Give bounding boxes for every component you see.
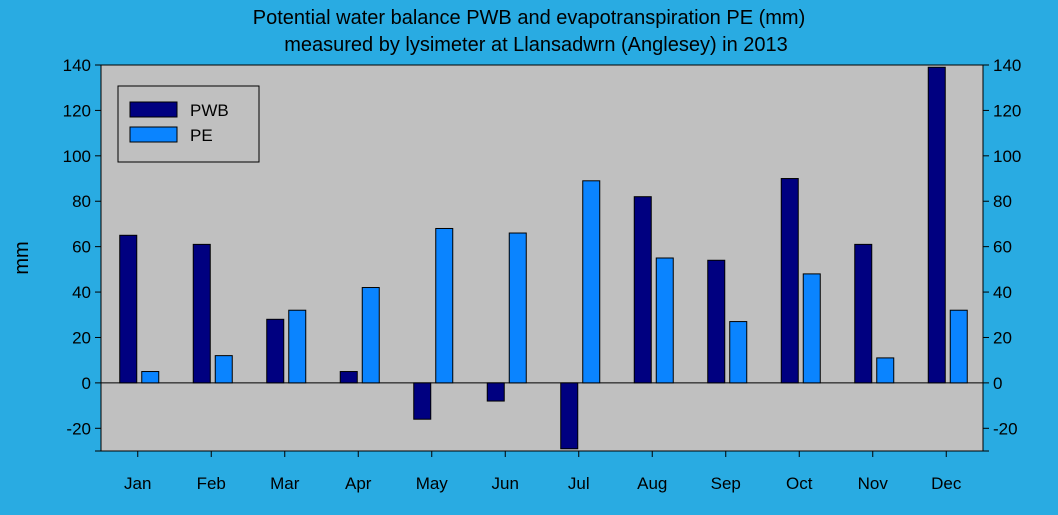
bar-pe-sep <box>729 321 748 384</box>
bar-pwb-may <box>413 382 432 420</box>
x-tick-label: May <box>416 474 449 493</box>
legend: PWB PE <box>117 85 260 163</box>
x-tick-label: Dec <box>931 474 962 493</box>
x-tick-label: Sep <box>711 474 741 493</box>
bar-pe-feb <box>214 355 233 384</box>
y-tick-label-left: 80 <box>72 192 91 211</box>
x-tick-label: Nov <box>858 474 889 493</box>
bar-pe-mar <box>288 309 307 384</box>
legend-box <box>117 85 260 163</box>
x-tick-label: Jan <box>124 474 151 493</box>
legend-swatch-pwb <box>129 101 178 118</box>
y-tick-label-right: 80 <box>993 192 1012 211</box>
bar-pe-dec <box>949 309 968 384</box>
y-tick-label-left: 40 <box>72 283 91 302</box>
x-tick-label: Feb <box>197 474 226 493</box>
y-tick-label-right: 0 <box>993 374 1002 393</box>
x-tick-label: Mar <box>270 474 300 493</box>
bar-pwb-dec <box>927 66 946 384</box>
y-tick-label-left: 20 <box>72 328 91 347</box>
y-tick-label-left: 0 <box>82 374 91 393</box>
y-axis-label: mm <box>11 241 33 274</box>
bar-pwb-mar <box>266 318 285 384</box>
y-tick-label-right: 60 <box>993 238 1012 257</box>
bar-pwb-apr <box>339 371 358 384</box>
y-tick-label-left: 60 <box>72 238 91 257</box>
chart-title: Potential water balance PWB and evapotra… <box>253 7 806 29</box>
bar-pwb-feb <box>192 243 211 384</box>
bar-pwb-jan <box>119 234 138 384</box>
legend-label-pe: PE <box>190 126 213 145</box>
y-tick-label-right: 100 <box>993 147 1021 166</box>
bar-pe-apr <box>361 287 380 384</box>
y-tick-label-right: 140 <box>993 56 1021 75</box>
y-tick-label-left: 140 <box>63 56 91 75</box>
x-tick-label: Jul <box>568 474 590 493</box>
y-tick-label-right: 120 <box>993 101 1021 120</box>
bar-pwb-sep <box>707 259 726 384</box>
bar-pe-aug <box>655 257 674 384</box>
bar-pe-oct <box>802 273 821 384</box>
y-tick-label-left: 120 <box>63 101 91 120</box>
bar-pwb-nov <box>854 243 873 384</box>
y-tick-label-right: 40 <box>993 283 1012 302</box>
bar-pwb-jul <box>560 382 579 450</box>
y-tick-label-left: 100 <box>63 147 91 166</box>
y-tick-label-right: -20 <box>993 419 1018 438</box>
bar-pwb-oct <box>780 178 799 384</box>
legend-label-pwb: PWB <box>190 101 229 120</box>
legend-swatch-pe <box>129 126 178 143</box>
bar-pwb-jun <box>486 382 505 402</box>
bar-pe-jun <box>508 232 527 384</box>
x-tick-label: Aug <box>637 474 667 493</box>
bar-pe-nov <box>876 357 895 384</box>
bar-pe-may <box>435 227 454 384</box>
y-tick-label-right: 20 <box>993 328 1012 347</box>
bar-pe-jul <box>582 180 601 384</box>
chart-subtitle: measured by lysimeter at Llansadwrn (Ang… <box>284 34 788 56</box>
x-tick-label: Apr <box>345 474 372 493</box>
x-tick-label: Oct <box>786 474 813 493</box>
bar-pwb-aug <box>633 196 652 384</box>
y-tick-label-left: -20 <box>66 419 91 438</box>
x-tick-label: Jun <box>492 474 519 493</box>
bar-pe-jan <box>141 371 160 384</box>
